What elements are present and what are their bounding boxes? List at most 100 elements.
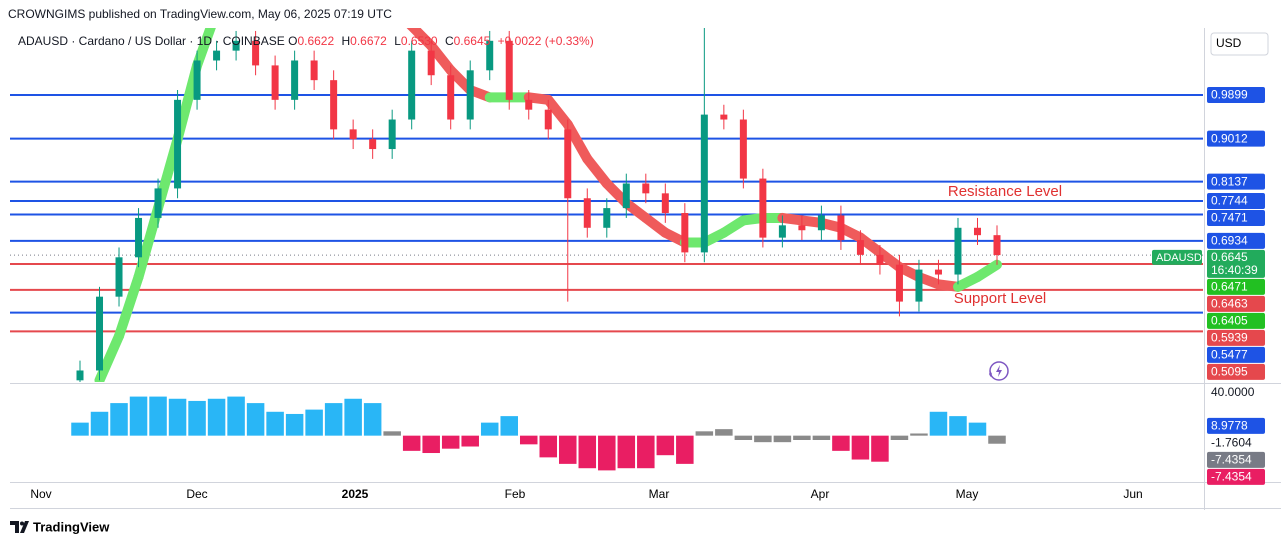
histogram-bar bbox=[812, 435, 831, 440]
candle-body bbox=[642, 183, 650, 194]
histogram-bar bbox=[305, 409, 323, 436]
candle-body bbox=[252, 40, 260, 66]
histogram-bar bbox=[734, 435, 753, 440]
candle-body bbox=[603, 208, 611, 228]
ma-segment bbox=[543, 94, 573, 130]
candle-body bbox=[213, 50, 221, 61]
candle-body bbox=[583, 198, 591, 228]
currency-box bbox=[1210, 32, 1269, 56]
ma-segment bbox=[114, 271, 144, 342]
ohlc-value: 0.6530 bbox=[400, 34, 438, 48]
annotation: Resistance Level bbox=[948, 183, 1062, 200]
histogram-bar bbox=[968, 422, 987, 436]
bottom-border bbox=[10, 508, 1281, 509]
histogram-bar bbox=[519, 435, 538, 445]
logo-slash bbox=[20, 521, 29, 533]
candle-body bbox=[193, 60, 201, 100]
price-label-box bbox=[1207, 193, 1265, 210]
histogram-bar bbox=[129, 396, 148, 436]
ohlc-value: 0.6622 bbox=[297, 34, 335, 48]
candle-body bbox=[934, 269, 942, 275]
indicator-label: -7.4354 bbox=[1211, 453, 1252, 467]
price-label: 0.5095 bbox=[1211, 365, 1248, 379]
price-label-box bbox=[1207, 363, 1265, 380]
price-label-box bbox=[1207, 295, 1265, 312]
candle-body bbox=[349, 129, 357, 140]
candle-body bbox=[486, 40, 494, 71]
histogram-bar bbox=[539, 435, 558, 458]
price-pane bbox=[10, 28, 1203, 382]
candle-body bbox=[700, 114, 708, 253]
histogram-bar bbox=[266, 411, 284, 436]
candle-body bbox=[96, 296, 104, 371]
candle-body bbox=[525, 99, 533, 110]
price-label: 0.8137 bbox=[1211, 174, 1248, 188]
change: +0.0022 (+0.33%) bbox=[497, 34, 594, 48]
symbol-tag bbox=[1152, 249, 1202, 265]
histogram-bar bbox=[90, 411, 109, 436]
indicator-label-box bbox=[1207, 451, 1265, 468]
currency: USD bbox=[1216, 36, 1242, 50]
time-label: Apr bbox=[811, 487, 830, 501]
candle-body bbox=[408, 50, 416, 120]
candle-body bbox=[369, 139, 377, 150]
histogram-bar bbox=[441, 435, 460, 449]
price-label: 0.6471 bbox=[1211, 280, 1248, 294]
annotation: Support Level bbox=[954, 290, 1047, 307]
candle-body bbox=[427, 50, 435, 76]
histogram-bar bbox=[559, 435, 577, 464]
candle-body bbox=[564, 129, 572, 199]
ohlc-value: 0.6645 bbox=[453, 34, 491, 48]
indicator-label: -1.7604 bbox=[1211, 436, 1252, 450]
histogram-bar bbox=[168, 398, 187, 436]
ma-segment bbox=[426, 40, 456, 76]
candle-body bbox=[447, 75, 455, 120]
indicator-label-box bbox=[1207, 417, 1265, 434]
indicator-pane bbox=[71, 396, 1006, 471]
histogram-bar bbox=[285, 413, 304, 436]
histogram-bar bbox=[676, 435, 694, 464]
histogram-bar bbox=[71, 422, 89, 436]
candle-body bbox=[330, 80, 338, 130]
price-label-box bbox=[1207, 130, 1265, 147]
price-label: 0.6405 bbox=[1211, 314, 1248, 328]
histogram-bar bbox=[617, 435, 636, 469]
time-label: 2025 bbox=[342, 487, 369, 501]
histogram-bar bbox=[890, 435, 909, 440]
symbol: ADAUSD · Cardano / US Dollar · 1D · COIN… bbox=[18, 34, 285, 48]
candle-body bbox=[681, 213, 689, 253]
candle-body bbox=[154, 188, 162, 218]
histogram-bar bbox=[949, 416, 967, 436]
histogram-bar bbox=[324, 403, 343, 436]
price-label-box bbox=[1207, 86, 1265, 103]
candle-body bbox=[876, 254, 884, 265]
price-label: 0.5477 bbox=[1211, 348, 1248, 362]
histogram-bar bbox=[871, 435, 889, 462]
price-label: 0.7471 bbox=[1211, 211, 1248, 225]
candle-body bbox=[954, 227, 962, 275]
time-label: Mar bbox=[649, 487, 670, 501]
candle-body bbox=[720, 114, 728, 120]
alert-icon bbox=[989, 361, 1009, 381]
candle-body bbox=[388, 119, 396, 150]
candle-body bbox=[798, 225, 806, 231]
time-axis-border bbox=[10, 482, 1281, 483]
alert-bolt bbox=[996, 365, 1002, 377]
price-label-box bbox=[1207, 278, 1265, 295]
logo-mark bbox=[10, 521, 19, 533]
last-price-box bbox=[1207, 249, 1265, 278]
histogram-bar bbox=[754, 435, 772, 443]
symbol-tag-text: ADAUSD bbox=[1156, 252, 1202, 264]
time-label: Nov bbox=[30, 487, 51, 501]
ohlc-value: 0.6672 bbox=[350, 34, 387, 48]
price-axis: USD 0.9899 0.9012 0.8137 0.7744 0.7471 0.6934… bbox=[1207, 32, 1269, 485]
candle-body bbox=[661, 193, 669, 214]
logo: TradingView bbox=[10, 519, 110, 534]
indicator-label-box bbox=[1207, 384, 1265, 401]
candle-body bbox=[76, 370, 84, 381]
histogram-bar bbox=[773, 435, 792, 443]
histogram-bar bbox=[929, 411, 948, 436]
ma-segment bbox=[972, 259, 1002, 282]
